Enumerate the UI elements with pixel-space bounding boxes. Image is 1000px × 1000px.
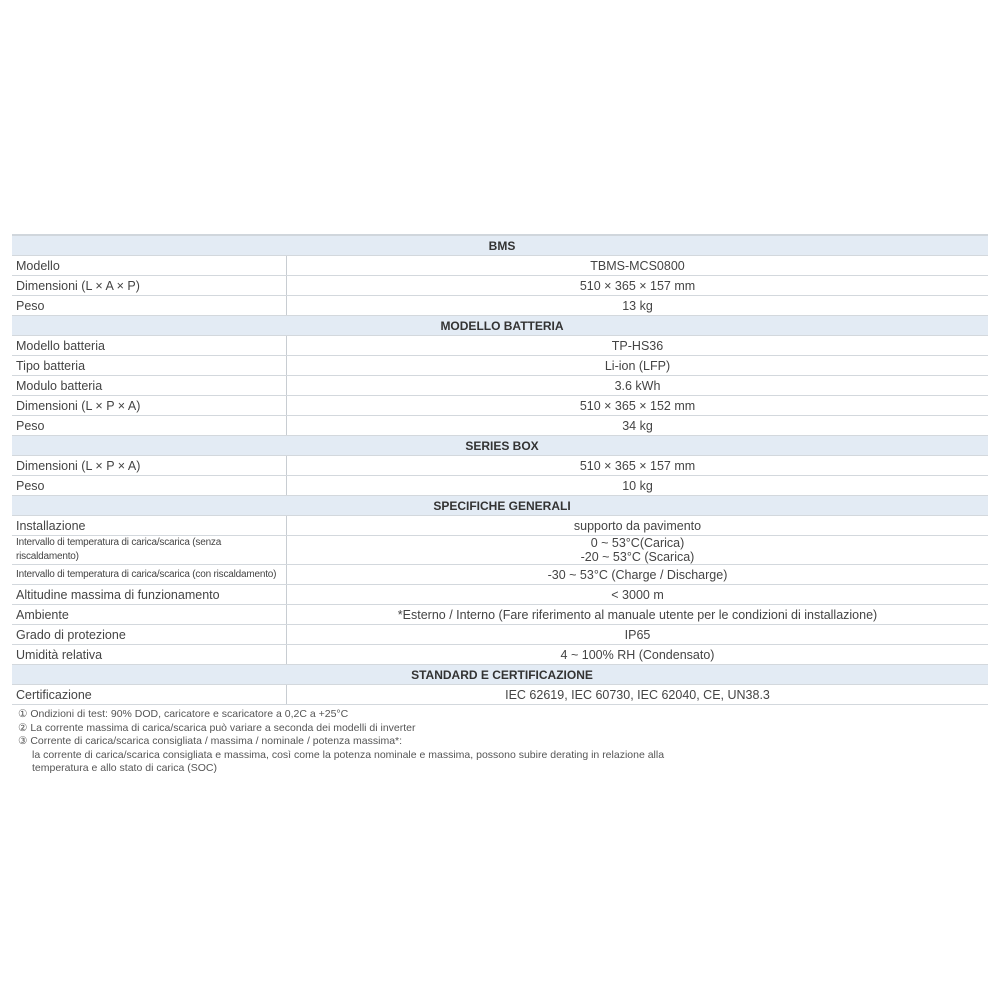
footnote: temperatura e allo stato di carica (SOC): [32, 762, 217, 774]
row-value: 10 kg: [286, 475, 988, 496]
footnotes: ① Ondizioni di test: 90% DOD, caricatore…: [18, 708, 664, 776]
row-value-text: 13 kg: [622, 298, 653, 313]
section-header: SERIES BOX: [12, 435, 988, 456]
row-label: Intervallo di temperatura di carica/scar…: [12, 564, 287, 585]
section-header-row: SERIES BOX: [12, 435, 988, 456]
row-value: 510 × 365 × 157 mm: [286, 275, 988, 296]
row-value: IP65: [286, 624, 988, 645]
row-value-text: 510 × 365 × 157 mm: [579, 278, 696, 293]
row-value-text: TBMS-MCS0800: [590, 258, 685, 273]
table-row: Umidità relativa 4 ~ 100% RH (Condensato): [12, 644, 988, 665]
row-value: TP-HS36: [286, 335, 988, 356]
row-value: *Esterno / Interno (Fare riferimento al …: [286, 604, 988, 625]
row-value: TBMS-MCS0800: [286, 255, 988, 276]
row-value-text: IEC 62619, IEC 60730, IEC 62040, CE, UN3…: [505, 687, 770, 702]
section-header: SPECIFICHE GENERALI: [12, 495, 988, 516]
row-label: Dimensioni (L × P × A): [12, 455, 287, 476]
table-row: Intervallo di temperatura di carica/scar…: [12, 564, 988, 585]
row-value: -30 ~ 53°C (Charge / Discharge): [286, 564, 988, 585]
row-value-text: 3.6 kWh: [614, 378, 661, 393]
row-label: Grado di protezione: [12, 624, 287, 645]
row-value: 4 ~ 100% RH (Condensato): [286, 644, 988, 665]
footnote: ① Ondizioni di test: 90% DOD, caricatore…: [18, 708, 349, 720]
section-header-row: MODELLO BATTERIA: [12, 315, 988, 336]
row-label: Modello batteria: [12, 335, 287, 356]
row-label: Ambiente: [12, 604, 287, 625]
table-row: Modello batteria TP-HS36: [12, 335, 988, 356]
row-value-text: < 3000 m: [611, 587, 664, 602]
table-row: Modulo batteria 3.6 kWh: [12, 375, 988, 396]
section-header-row: STANDARD E CERTIFICAZIONE: [12, 664, 988, 685]
table-row: Certificazione IEC 62619, IEC 60730, IEC …: [12, 684, 988, 705]
row-value: 3.6 kWh: [286, 375, 988, 396]
row-label: Peso: [12, 415, 287, 436]
footnote: la corrente di carica/scarica consigliat…: [32, 748, 665, 761]
table-row: Ambiente *Esterno / Interno (Fare riferim…: [12, 604, 988, 625]
table-row: Altitudine massima di funzionamento < 300…: [12, 584, 988, 605]
row-value-text: 0 ~ 53°C(Carica): [590, 536, 685, 550]
table-row: Peso 10 kg: [12, 475, 988, 496]
row-label: Peso: [12, 295, 287, 316]
row-label: Modello: [12, 255, 287, 276]
section-header: MODELLO BATTERIA: [12, 315, 988, 336]
spec-table: BMS Modello TBMS-MCS0800 Dimensioni (L × A …: [12, 234, 988, 705]
row-value: 510 × 365 × 157 mm: [286, 455, 988, 476]
row-label: Tipo batteria: [12, 355, 287, 376]
row-value-text: 10 kg: [622, 478, 653, 493]
row-value-text: 510 × 365 × 152 mm: [579, 398, 696, 413]
row-label: Modulo batteria: [12, 375, 287, 396]
footnote: ② La corrente massima di carica/scarica …: [18, 721, 416, 734]
table-row: Peso 13 kg: [12, 295, 988, 316]
row-value: 0 ~ 53°C(Carica) -20 ~ 53°C (Scarica): [286, 535, 988, 565]
table-row: Modello TBMS-MCS0800: [12, 255, 988, 276]
row-value: 510 × 365 × 152 mm: [286, 395, 988, 416]
row-value-text: 4 ~ 100% RH (Condensato): [560, 647, 715, 662]
section-header: BMS: [12, 235, 988, 256]
row-value-text: -30 ~ 53°C (Charge / Discharge): [547, 567, 728, 582]
row-label: Altitudine massima di funzionamento: [12, 584, 287, 605]
footnote: ③ Corrente di carica/scarica consigliata…: [18, 735, 403, 747]
row-value: 13 kg: [286, 295, 988, 316]
row-label: Intervallo di temperatura di carica/scar…: [12, 535, 287, 565]
table-row: Installazione supporto da pavimento: [12, 515, 988, 536]
table-row: Dimensioni (L × P × A) 510 × 365 × 157 mm: [12, 455, 988, 476]
table-row: Peso 34 kg: [12, 415, 988, 436]
row-value: supporto da pavimento: [286, 515, 988, 536]
table-row: Grado di protezione IP65: [12, 624, 988, 645]
row-label: Installazione: [12, 515, 287, 536]
row-label: Certificazione: [12, 684, 287, 705]
table-row: Dimensioni (L × P × A) 510 × 365 × 152 mm: [12, 395, 988, 416]
table-row: Dimensioni (L × A × P) 510 × 365 × 157 mm: [12, 275, 988, 296]
row-value-text: *Esterno / Interno (Fare riferimento al …: [397, 607, 878, 622]
table-row: Intervallo di temperatura di carica/scar…: [12, 535, 988, 565]
section-header: STANDARD E CERTIFICAZIONE: [12, 664, 988, 685]
table-row: Tipo batteria Li-ion (LFP): [12, 355, 988, 376]
row-value-text: 510 × 365 × 157 mm: [579, 458, 696, 473]
row-value: < 3000 m: [286, 584, 988, 605]
row-label: Dimensioni (L × A × P): [12, 275, 287, 296]
row-value-text: TP-HS36: [611, 338, 664, 353]
row-label: Peso: [12, 475, 287, 496]
section-header-row: BMS: [12, 235, 988, 256]
row-value: Li-ion (LFP): [286, 355, 988, 376]
section-header-row: SPECIFICHE GENERALI: [12, 495, 988, 516]
row-value-text: IP65: [624, 627, 651, 642]
row-value: 34 kg: [286, 415, 988, 436]
row-value-text: Li-ion (LFP): [604, 358, 671, 373]
row-label: Dimensioni (L × P × A): [12, 395, 287, 416]
row-value-text-2: -20 ~ 53°C (Scarica): [580, 550, 695, 564]
row-value-text: supporto da pavimento: [573, 518, 702, 533]
row-label: Umidità relativa: [12, 644, 287, 665]
row-value-text: 34 kg: [622, 418, 653, 433]
row-value: IEC 62619, IEC 60730, IEC 62040, CE, UN3…: [286, 684, 988, 705]
